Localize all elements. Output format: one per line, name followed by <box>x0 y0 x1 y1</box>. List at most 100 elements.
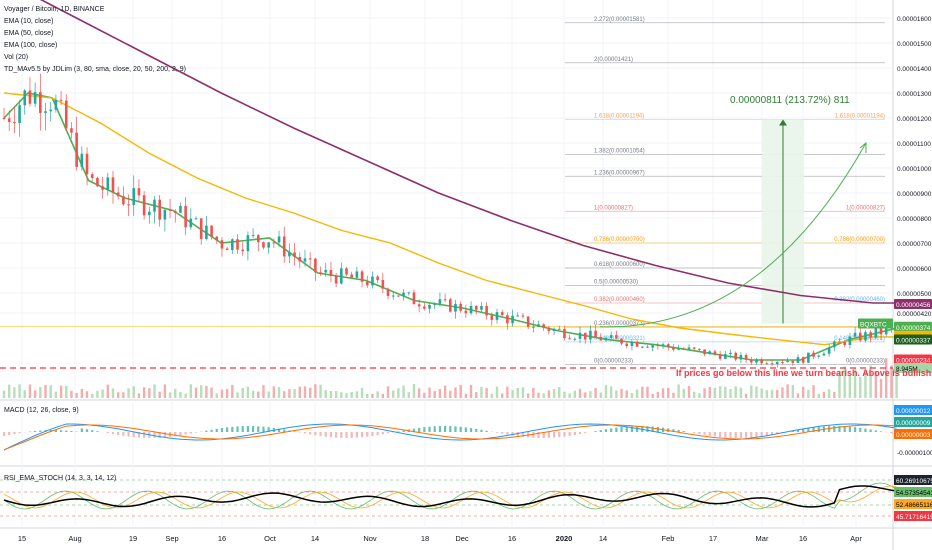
volume-bar <box>625 390 628 398</box>
indicator-ema100-label[interactable]: EMA (100, close) <box>4 42 57 49</box>
price-tick-label: 0.00001000 <box>897 166 932 173</box>
volume-bar <box>148 388 151 398</box>
candle-body <box>687 347 691 350</box>
time-tick-label: Apr <box>850 534 862 543</box>
volume-bar <box>692 391 696 398</box>
macd-tag-bg <box>894 417 932 427</box>
candle-body <box>75 132 78 167</box>
volume-bar <box>23 390 26 398</box>
macd-histogram-bar <box>319 432 322 437</box>
volume-bar <box>376 391 379 398</box>
candle-body <box>495 312 499 320</box>
candle-body <box>80 153 84 167</box>
volume-bar <box>677 384 680 398</box>
macd-histogram-bar <box>277 428 281 432</box>
fib-label-left: 0.382(0.00000460) <box>594 297 645 303</box>
volume-bar <box>853 367 857 398</box>
time-axis[interactable]: 15 Aug 19 Sep 16 Oct 14 Nov 18 Dec 16 2020 14 Feb 17 Ma… <box>18 534 863 543</box>
volume-bar <box>495 386 499 398</box>
candle-body <box>625 343 629 346</box>
time-tick-label: 17 <box>709 534 717 543</box>
volume-bar <box>101 389 104 398</box>
time-tick-label: 18 <box>421 534 429 543</box>
macd-histogram-bar <box>682 431 685 432</box>
candle-body <box>210 225 213 237</box>
volume-bar <box>246 386 250 398</box>
candle-body <box>791 360 795 363</box>
indicator-volume-label[interactable]: Vol (20) <box>4 54 28 61</box>
rsi-tag-bg <box>894 487 932 497</box>
candle-body <box>184 205 187 228</box>
macd-histogram-bar <box>459 426 462 432</box>
macd-histogram-bar <box>869 429 872 432</box>
volume-bar <box>781 387 784 398</box>
macd-histogram-bar <box>59 430 63 432</box>
macd-label[interactable]: MACD (12, 26, close, 9) <box>4 407 79 414</box>
candle-body <box>241 249 245 252</box>
macd-histogram-bar <box>220 428 224 432</box>
candle-body <box>417 304 421 307</box>
indicator-ema10-label[interactable]: EMA (10, close) <box>4 18 53 25</box>
candle-body <box>137 188 141 196</box>
macd-panel <box>2 423 898 451</box>
price-tick-label: 0.00000500 <box>897 291 932 298</box>
fib-label-left: 0.618(0.00000600) <box>594 262 645 268</box>
candle-body <box>838 341 841 343</box>
volume-bar <box>392 390 395 398</box>
candle-body <box>521 315 525 317</box>
volume-bar <box>615 390 618 398</box>
fib-label-right: 1.618(0.00001194) <box>835 114 885 120</box>
price-tick-label: 0.00000420 <box>897 311 932 318</box>
candle-body <box>594 330 597 337</box>
macd-histogram-bar <box>475 428 478 432</box>
macd-histogram-bar <box>251 426 255 432</box>
candle-body <box>583 332 587 340</box>
bear-bull-note[interactable]: If prices go below this line we turn bea… <box>676 368 932 378</box>
macd-histogram-bar <box>34 430 37 432</box>
candle-body <box>127 204 130 206</box>
candle-body <box>288 252 291 257</box>
macd-histogram-bar <box>724 432 727 438</box>
volume-bar <box>480 386 483 398</box>
volume-bar <box>755 386 758 398</box>
volume-bar <box>345 393 348 398</box>
volume-bar <box>28 384 32 398</box>
volume-bar <box>490 393 494 398</box>
macd-histogram-bar <box>127 432 130 437</box>
candle-body <box>272 242 276 244</box>
rsi-label[interactable]: RSI_EMA_STOCH (14, 3, 3, 14, 12) <box>4 475 116 482</box>
volume-bar <box>635 389 639 398</box>
volume-bar <box>864 371 867 398</box>
candle-body <box>438 299 442 304</box>
volume-bar <box>584 392 587 398</box>
candle-body <box>537 324 540 327</box>
candle-body <box>122 196 125 205</box>
price-axis[interactable]: 0.00001600 0.00001500 0.00001400 0.00001300… <box>858 16 932 521</box>
volume-bar <box>651 393 654 398</box>
macd-histogram-bar <box>163 432 166 438</box>
macd-histogram-bar <box>552 432 556 438</box>
volume-bar <box>713 387 717 398</box>
fib-retracement[interactable]: 2.272(0.00001581) 2(0.00001421) 1.618(0.00… <box>565 17 885 365</box>
indicator-td-label[interactable]: TD_MAv5.5 by JDLim (3, 80, sma, close, 2… <box>4 66 186 73</box>
candle-body <box>578 332 582 339</box>
volume-bar <box>433 391 436 398</box>
candle-body <box>262 242 265 248</box>
indicator-ema50-label[interactable]: EMA (50, close) <box>4 30 53 37</box>
projection-curve[interactable] <box>0 141 893 369</box>
macd-histogram-bar <box>236 426 239 432</box>
macd-histogram-bar <box>303 432 307 434</box>
macd-histogram-bar <box>366 432 369 437</box>
candle-body <box>23 90 27 106</box>
macd-histogram-bar <box>838 426 841 432</box>
volume-bar <box>843 366 846 398</box>
volume-bar <box>734 386 737 398</box>
projection-label[interactable]: 0.00000811 (213.72%) 811 <box>730 95 850 106</box>
macd-histogram-bar <box>13 432 16 435</box>
candle-body <box>833 341 836 348</box>
macd-histogram-bar <box>293 431 296 432</box>
macd-histogram-bar <box>625 426 628 432</box>
macd-histogram-bar <box>309 432 312 435</box>
volume-bar <box>423 392 426 398</box>
